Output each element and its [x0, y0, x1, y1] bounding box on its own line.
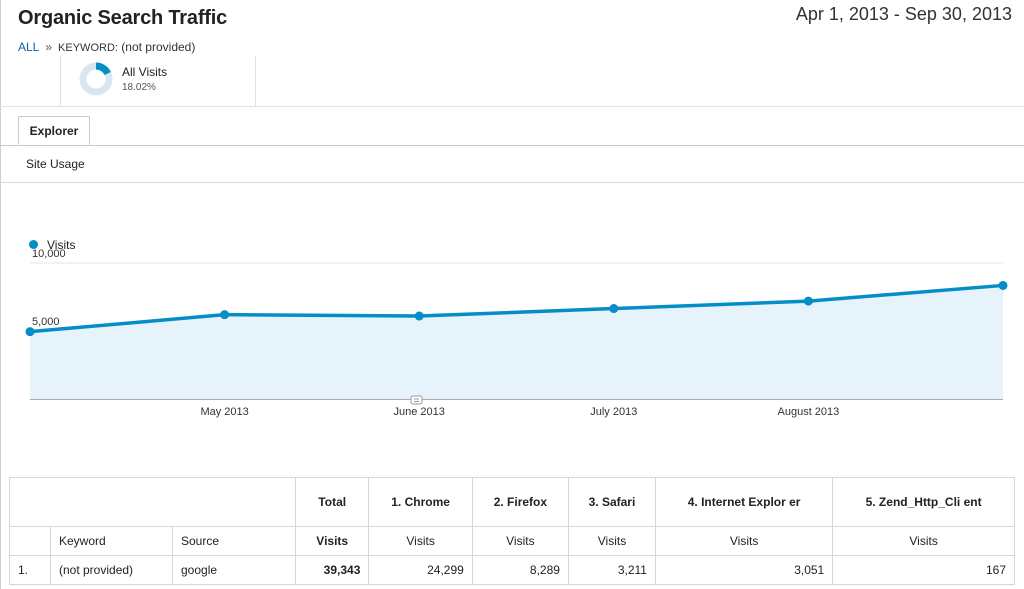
column-header-internet-explorer[interactable]: 4. Internet Explor er: [654, 477, 834, 527]
breadcrumb-all-link[interactable]: ALL: [18, 40, 40, 54]
row-keyword[interactable]: (not provided): [50, 555, 173, 585]
table-row[interactable]: 1. (not provided) google 39,343 24,299 8…: [9, 555, 1015, 585]
column-header-total[interactable]: Total: [294, 477, 370, 527]
breadcrumb-separator: »: [45, 40, 53, 54]
row-firefox-visits: 8,289: [471, 555, 569, 585]
visits-area-fill: [30, 285, 1003, 399]
report-table: Total 1. Chrome 2. Firefox 3. Safari 4. …: [9, 477, 1015, 585]
metric-header-firefox-visits[interactable]: Visits: [471, 526, 569, 556]
data-point[interactable]: [414, 311, 424, 321]
row-index: 1.: [9, 555, 51, 585]
metric-header-total-visits[interactable]: Visits: [294, 526, 370, 556]
row-zend-visits: 167: [832, 555, 1015, 585]
column-header-chrome[interactable]: 1. Chrome: [368, 477, 473, 527]
segment-bar: All Visits 18.02%: [0, 56, 1024, 107]
annotation-marker-icon[interactable]: [410, 395, 423, 405]
table-header-blank: [9, 477, 296, 527]
column-header-safari[interactable]: 3. Safari: [567, 477, 656, 527]
breadcrumb-keyword-label: KEYWORD:: [58, 42, 118, 54]
date-range-picker[interactable]: Apr 1, 2013 - Sep 30, 2013: [795, 4, 1012, 24]
row-source[interactable]: google: [172, 555, 296, 585]
row-chrome-visits: 24,299: [368, 555, 473, 585]
data-point[interactable]: [998, 280, 1008, 290]
metric-header-chrome-visits[interactable]: Visits: [368, 526, 473, 556]
x-tick-label: June 2013: [394, 406, 445, 418]
column-header-zend-http-client[interactable]: 5. Zend_Http_Cli ent: [832, 477, 1015, 527]
data-point[interactable]: [609, 304, 619, 314]
metric-header-zend-visits[interactable]: Visits: [832, 526, 1015, 556]
tab-divider: [0, 145, 1024, 146]
x-tick-label: July 2013: [590, 406, 637, 418]
column-header-index: [9, 526, 51, 556]
legend-visits-dot-icon: [29, 240, 38, 249]
segment-all-visits[interactable]: All Visits 18.02%: [60, 56, 256, 106]
visits-series-line: [29, 283, 1004, 334]
page-title: Organic Search Traffic: [18, 7, 228, 29]
subtab-site-usage[interactable]: Site Usage: [26, 157, 85, 171]
subtab-divider: [0, 182, 1024, 183]
data-point[interactable]: [803, 296, 813, 306]
data-point[interactable]: [25, 327, 35, 337]
metric-header-ie-visits[interactable]: Visits: [654, 526, 834, 556]
legend-visits-label: Visits: [47, 238, 76, 252]
segment-donut-icon: [79, 62, 113, 96]
row-safari-visits: 3,211: [567, 555, 656, 585]
column-header-firefox[interactable]: 2. Firefox: [471, 477, 569, 527]
y-tick-label: 10,000: [32, 248, 66, 260]
x-tick-label: May 2013: [200, 406, 248, 418]
left-border: [0, 0, 1, 589]
visits-line-chart[interactable]: 10,000 5,000 May 2013 June 2013 July 2013 Aug…: [0, 230, 1024, 430]
metric-header-safari-visits[interactable]: Visits: [567, 526, 656, 556]
breadcrumb: ALL » KEYWORD: (not provided): [18, 40, 195, 54]
row-ie-visits: 3,051: [654, 555, 834, 585]
segment-name: All Visits: [122, 65, 168, 79]
row-total-visits: 39,343: [294, 555, 370, 585]
breadcrumb-keyword-value: (not provided): [121, 40, 196, 54]
chart-legend: Visits: [29, 238, 75, 252]
data-point[interactable]: [220, 310, 230, 320]
column-header-source[interactable]: Source: [172, 526, 296, 556]
segment-percent: 18.02%: [122, 82, 156, 93]
y-tick-label: 5,000: [32, 316, 60, 328]
tab-explorer[interactable]: Explorer: [18, 116, 90, 145]
column-header-keyword[interactable]: Keyword: [50, 526, 173, 556]
x-tick-label: August 2013: [778, 406, 840, 418]
